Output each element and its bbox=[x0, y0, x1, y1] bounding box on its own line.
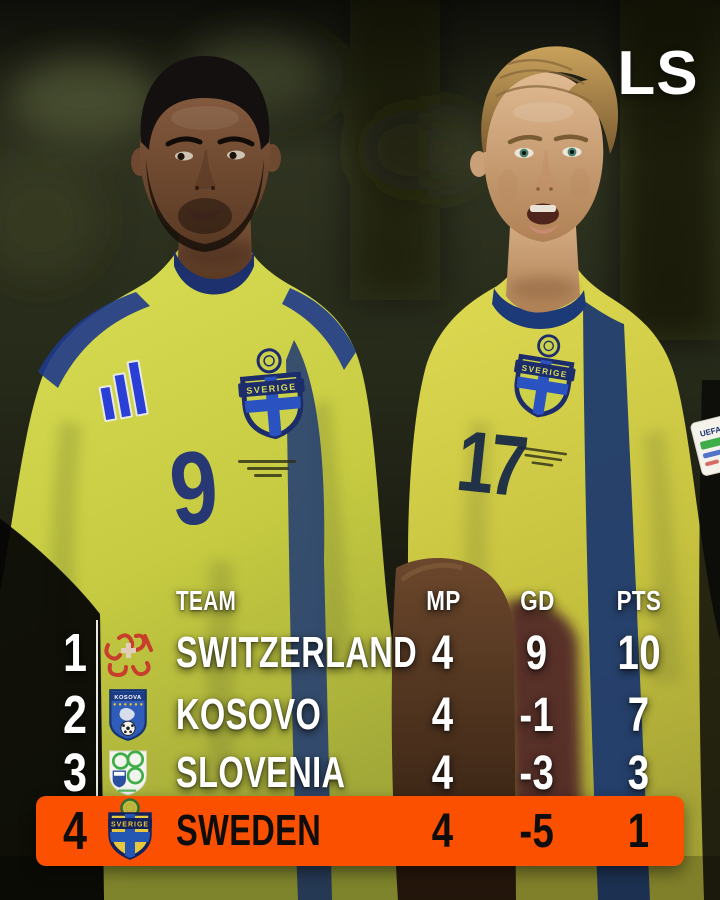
sweden-jersey-crest: SVERIGE bbox=[238, 348, 305, 440]
header-gd: GD bbox=[519, 585, 555, 616]
team-name: SWITZERLAND bbox=[176, 628, 418, 677]
left-shoulder-trim bbox=[38, 292, 150, 388]
sweden-crest-text: SVERIGE bbox=[111, 822, 149, 829]
table-row-sweden-highlighted: 4 SVERIGE SWEDEN 4 -5 1 bbox=[36, 796, 684, 866]
pts-value: 1 bbox=[628, 804, 650, 858]
collar bbox=[492, 288, 586, 330]
standings-header: TEAM MP GD PTS bbox=[0, 582, 720, 620]
pts-value: 3 bbox=[628, 746, 650, 800]
rank: 2 bbox=[62, 685, 88, 745]
edge-shadow bbox=[699, 380, 720, 900]
blurred-crowd-lights bbox=[0, 0, 720, 340]
adidas-logo-icon bbox=[98, 359, 149, 423]
gd-value: -1 bbox=[519, 688, 555, 742]
rank: 3 bbox=[62, 743, 88, 803]
kosovo-crest-icon: KOSOVA bbox=[102, 684, 154, 746]
team-name: KOSOVO bbox=[176, 690, 322, 739]
left-player-head bbox=[131, 56, 281, 252]
gd-value: -3 bbox=[519, 746, 555, 800]
uefa-patch: UEFA bbox=[690, 415, 720, 476]
table-row-kosovo: 2 KOSOVA KOSOVO 4 -1 bbox=[0, 684, 720, 746]
header-mp: MP bbox=[425, 585, 461, 616]
mp-value: 4 bbox=[432, 746, 454, 800]
rank-divider-line bbox=[96, 620, 98, 798]
navy-stripe bbox=[583, 300, 650, 900]
mouth bbox=[186, 208, 224, 221]
sweden-crest-icon: SVERIGE bbox=[102, 796, 158, 866]
switzerland-crest-icon bbox=[102, 622, 154, 684]
team-name: SLOVENIA bbox=[176, 748, 346, 797]
right-shoulder-trim bbox=[282, 288, 356, 370]
slovenia-crest-icon bbox=[102, 742, 154, 804]
side-stripe bbox=[286, 340, 332, 900]
match-details-text-lines bbox=[519, 446, 568, 467]
hair bbox=[140, 56, 270, 150]
gd-value: -5 bbox=[519, 804, 555, 858]
mp-value: 4 bbox=[432, 804, 454, 858]
mp-value: 4 bbox=[432, 626, 454, 680]
collar bbox=[174, 250, 254, 295]
pts-value: 10 bbox=[617, 626, 661, 680]
pts-value: 7 bbox=[628, 688, 650, 742]
gd-value: 9 bbox=[526, 626, 548, 680]
mp-value: 4 bbox=[432, 688, 454, 742]
background-figure bbox=[505, 599, 582, 843]
shirt-number-9: 9 bbox=[165, 428, 223, 549]
right-player-head bbox=[470, 46, 619, 242]
table-row-slovenia: 3 SLOVENIA 4 -3 3 bbox=[0, 742, 720, 804]
header-team: TEAM bbox=[176, 585, 237, 616]
rank: 1 bbox=[62, 623, 88, 683]
match-details-text-lines bbox=[238, 460, 296, 477]
livescore-logo: LS bbox=[617, 38, 699, 108]
uefa-patch-text: UEFA bbox=[699, 425, 720, 439]
kosovo-crest-text: KOSOVA bbox=[114, 695, 141, 701]
hair-strands bbox=[495, 59, 593, 104]
shirt-number-17: 17 bbox=[452, 412, 528, 515]
header-pts: PTS bbox=[616, 585, 662, 616]
sweden-jersey-crest: SVERIGE bbox=[514, 334, 576, 418]
rank: 4 bbox=[62, 801, 88, 861]
team-name: SWEDEN bbox=[176, 806, 322, 855]
crest-banner-text: SVERIGE bbox=[246, 382, 297, 396]
table-row-switzerland: 1 SWITZERLAND 4 9 10 bbox=[0, 622, 720, 684]
